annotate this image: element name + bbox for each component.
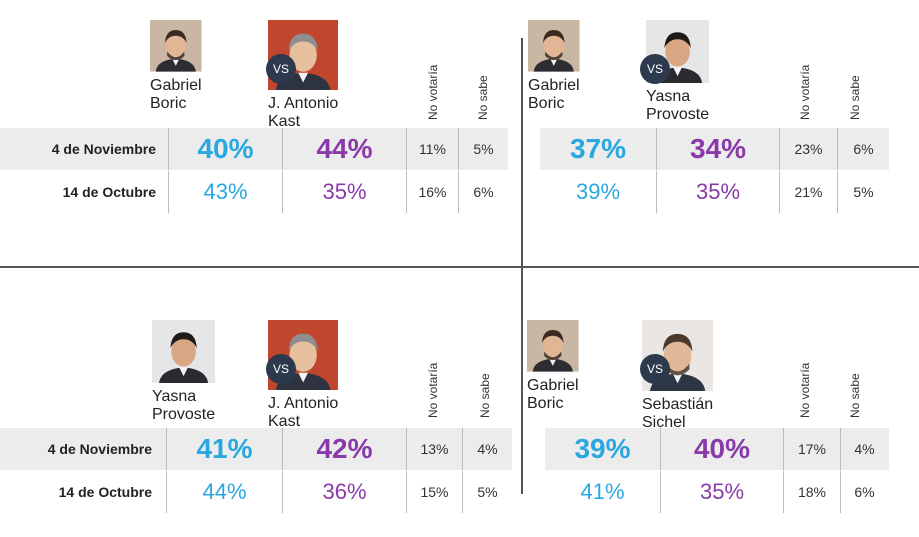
result-row: 4 de Noviembre 41% 42% 13% 4% [0, 428, 512, 470]
candidate-last-name: Kast [268, 413, 301, 431]
candidate-first-name: Sebastián [642, 396, 714, 414]
result-row: 4 de Noviembre 40% 44% 11% 5% [0, 128, 508, 170]
result-cell: 42% [282, 428, 406, 470]
candidate-last-name: Kast [268, 113, 301, 131]
candidate: Gabriel Boric [527, 320, 579, 413]
result-cell: 34% [656, 128, 779, 170]
vs-badge: VS [640, 54, 670, 84]
candidate: Yasna Provoste [152, 320, 216, 424]
candidate-last-name: Boric [527, 394, 564, 412]
no-sabe-header: No sabe [474, 40, 494, 120]
date-label: 14 de Octubre [62, 184, 156, 200]
result-cell: 41% [580, 479, 625, 504]
column-header-text: No votaría [798, 64, 812, 120]
candidate: Gabriel Boric [528, 20, 580, 113]
candidate-last-name: Sichel [642, 414, 686, 432]
result-row: 14 de Octubre 43% 35% 16% 6% [0, 171, 508, 213]
result-row: 39% 40% 17% 4% [545, 428, 889, 470]
vertical-divider-bottom [521, 268, 523, 494]
result-cell: 6% [840, 471, 888, 513]
candidate-last-name: Boric [150, 94, 187, 112]
result-cell: 39% [575, 179, 621, 204]
result-cell: 35% [656, 171, 779, 213]
candidate-last-name: Provoste [646, 106, 710, 124]
result-cell: 44% [282, 128, 406, 170]
result-cell: 36% [282, 471, 406, 513]
no-votaria-header: No votaría [796, 338, 816, 418]
candidate-first-name: Gabriel [528, 76, 580, 94]
result-cell: 40% [168, 128, 282, 170]
result-row: 14 de Octubre 44% 36% 15% 5% [0, 471, 512, 513]
result-cell: 43% [168, 171, 282, 213]
no-sabe-header: No sabe [846, 40, 866, 120]
result-cell: 5% [458, 128, 508, 170]
candidate-first-name: J. Antonio [268, 395, 339, 413]
result-cell: 6% [458, 171, 508, 213]
candidate-first-name: J. Antonio [268, 95, 339, 113]
result-cell: 41% [166, 428, 282, 470]
column-header-text: No votaría [798, 362, 812, 418]
no-votaria-header: No votaría [424, 338, 444, 418]
vs-badge: VS [640, 354, 670, 384]
candidate-last-name: Boric [528, 94, 565, 112]
result-cell: 5% [462, 471, 512, 513]
result-cell: 44% [166, 471, 282, 513]
candidate-photo [528, 20, 580, 77]
result-cell: 35% [660, 471, 783, 513]
vertical-divider-top [521, 38, 523, 268]
result-cell: 11% [406, 128, 458, 170]
candidate-first-name: Gabriel [527, 376, 579, 394]
candidate-photo [152, 320, 216, 388]
date-label: 4 de Noviembre [51, 141, 156, 157]
result-cell: 35% [282, 171, 406, 213]
no-sabe-header: No sabe [846, 338, 866, 418]
result-cell: 15% [406, 471, 462, 513]
result-cell: 18% [783, 471, 840, 513]
result-row: 41% 35% 18% 6% [545, 471, 889, 513]
result-cell: 37% [569, 133, 627, 164]
candidate-first-name: Yasna [646, 88, 691, 106]
candidate-first-name: Gabriel [150, 76, 202, 94]
candidate-photo [527, 320, 579, 377]
result-cell: 23% [779, 128, 837, 170]
result-cell: 21% [779, 171, 837, 213]
vs-badge: VS [266, 354, 296, 384]
column-header-text: No sabe [476, 75, 490, 120]
column-header-text: No votaría [426, 362, 440, 418]
result-cell: 4% [840, 428, 888, 470]
date-label: 4 de Noviembre [47, 441, 152, 457]
no-sabe-header: No sabe [476, 338, 496, 418]
date-label: 14 de Octubre [58, 484, 152, 500]
column-header-text: No sabe [848, 373, 862, 418]
result-cell: 39% [574, 433, 631, 464]
result-cell: 40% [660, 428, 783, 470]
result-cell: 6% [837, 128, 889, 170]
horizontal-divider [0, 266, 919, 268]
candidate-photo [150, 20, 202, 77]
result-cell: 4% [462, 428, 512, 470]
result-cell: 13% [406, 428, 462, 470]
result-cell: 5% [837, 171, 889, 213]
no-votaria-header: No votaría [796, 40, 816, 120]
column-header-text: No sabe [848, 75, 862, 120]
result-cell: 16% [406, 171, 458, 213]
result-row: 39% 35% 21% 5% [540, 171, 889, 213]
candidate-first-name: Yasna [152, 388, 197, 406]
candidate-last-name: Provoste [152, 406, 216, 424]
column-header-text: No votaría [426, 64, 440, 120]
result-row: 37% 34% 23% 6% [540, 128, 889, 170]
vs-badge: VS [266, 54, 296, 84]
candidate: Gabriel Boric [150, 20, 202, 113]
column-header-text: No sabe [478, 373, 492, 418]
no-votaria-header: No votaría [424, 40, 444, 120]
result-cell: 17% [783, 428, 840, 470]
